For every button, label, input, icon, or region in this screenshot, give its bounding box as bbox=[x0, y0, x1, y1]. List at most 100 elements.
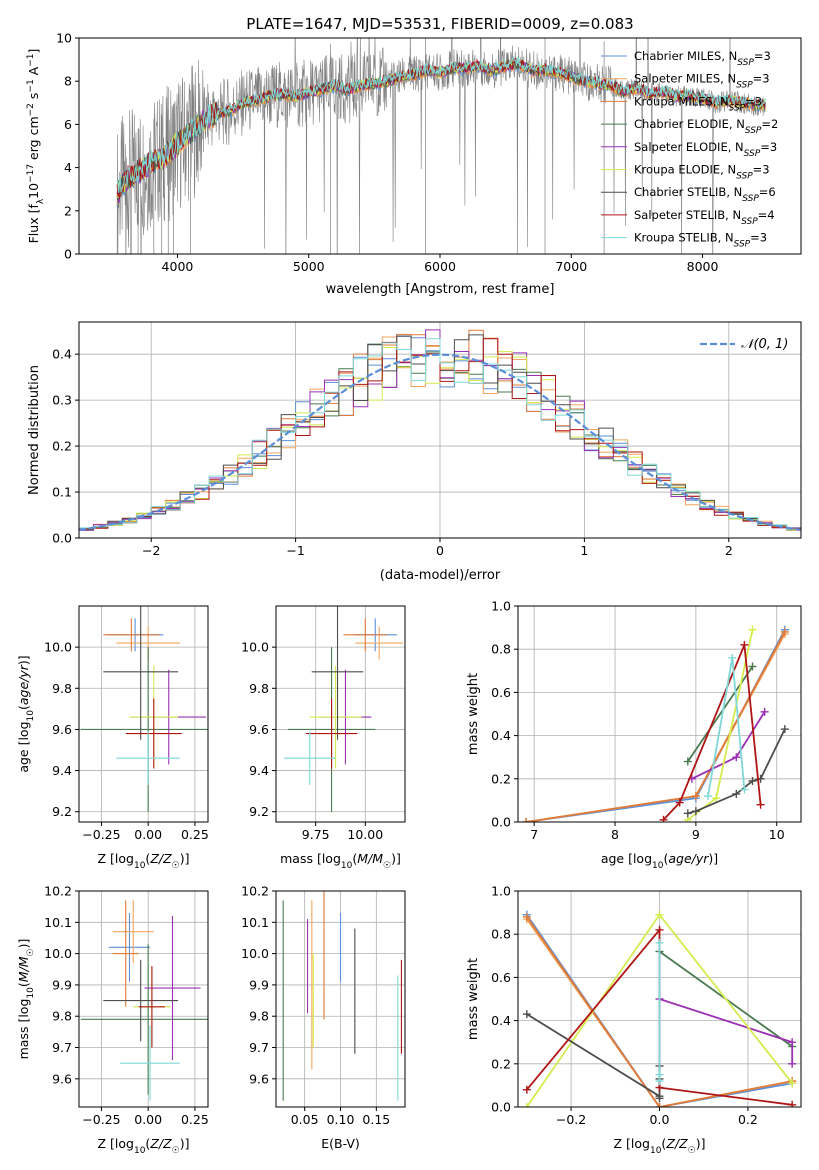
y-axis-label: Normed distribution bbox=[27, 365, 42, 495]
x-tick-label: −2 bbox=[142, 543, 160, 558]
plot-area bbox=[116, 38, 766, 254]
x-axis-label: wavelength [Angstrom, rest frame] bbox=[326, 282, 555, 297]
y-tick-label: 0.0 bbox=[491, 815, 511, 830]
y-tick-label: 9.4 bbox=[52, 763, 72, 778]
x-tick-label: 0.15 bbox=[362, 1112, 390, 1127]
marker-plus bbox=[655, 1103, 664, 1107]
legend-entry: Salpeter MILES, NSSP=3 bbox=[634, 72, 770, 91]
x-tick-label: 0 bbox=[436, 543, 444, 558]
marker-plus bbox=[522, 912, 531, 921]
y-tick-label: 10.0 bbox=[241, 640, 269, 655]
marker-plus bbox=[788, 1038, 797, 1047]
marker-plus bbox=[788, 1079, 797, 1088]
y-tick-label: 9.6 bbox=[249, 722, 269, 737]
marker-plus bbox=[655, 910, 664, 919]
plot-area bbox=[80, 900, 208, 1101]
y-axis-label: mass weight bbox=[466, 673, 481, 755]
marker-plus bbox=[683, 809, 692, 818]
x-tick-label: 6000 bbox=[424, 259, 456, 274]
legend-entry: Salpeter STELIB, NSSP=4 bbox=[634, 208, 775, 227]
y-tick-label: 9.8 bbox=[249, 1009, 269, 1024]
x-tick-label: 4000 bbox=[162, 259, 194, 274]
y-tick-label: 9.8 bbox=[52, 1009, 72, 1024]
y-tick-label: 0.1 bbox=[52, 485, 72, 500]
legend-entry: Chabrier ELODIE, NSSP=2 bbox=[634, 117, 778, 136]
normal-curve bbox=[79, 353, 801, 531]
mass-weight-line-chabrier-stelib bbox=[526, 1013, 661, 1099]
y-tick-label: 0.2 bbox=[491, 771, 511, 786]
x-tick-label: 10 bbox=[769, 827, 785, 842]
y-tick-label: 9.2 bbox=[249, 804, 269, 819]
marker-plus bbox=[655, 925, 664, 934]
x-tick-label: 5000 bbox=[293, 259, 325, 274]
marker-plus bbox=[748, 662, 757, 671]
marker-plus bbox=[788, 1059, 797, 1068]
marker-plus bbox=[748, 625, 757, 634]
marker-plus bbox=[522, 818, 531, 822]
x-tick-label: 0.0 bbox=[650, 1112, 670, 1127]
x-tick-label: 0.25 bbox=[181, 827, 209, 842]
marker-plus bbox=[704, 792, 713, 801]
x-tick-label: 0.05 bbox=[291, 1112, 319, 1127]
x-tick-label: 0.2 bbox=[738, 1112, 758, 1127]
plot-area bbox=[282, 891, 402, 1101]
y-tick-label: 0.0 bbox=[491, 1100, 511, 1115]
y-tick-label: 0.3 bbox=[52, 393, 72, 408]
marker-plus bbox=[760, 707, 769, 716]
x-tick-label: −1 bbox=[286, 543, 304, 558]
legend-entry: Chabrier STELIB, NSSP=6 bbox=[634, 185, 776, 204]
x-tick-label: 0.25 bbox=[181, 1112, 209, 1127]
x-tick-label: 8000 bbox=[687, 259, 719, 274]
marker-plus bbox=[522, 1010, 531, 1019]
x-axis-label: Z [log10(Z/Z☉)] bbox=[98, 1136, 190, 1156]
spectrum-panel: 4000 5000 6000 7000 8000 0 2 4 6 8 10 Chabrier MILE… bbox=[26, 31, 802, 297]
y-tick-label: 1.0 bbox=[491, 599, 511, 614]
y-tick-label: 9.4 bbox=[249, 763, 269, 778]
y-tick-label: 10.2 bbox=[44, 884, 72, 899]
y-tick-label: 10.1 bbox=[44, 915, 72, 930]
y-axis-label: age [log10(age/yr)] bbox=[16, 655, 36, 772]
legend-entry: 𝒩(0, 1) bbox=[741, 337, 788, 352]
x-tick-label: 10.00 bbox=[347, 827, 383, 842]
x-tick-label: 9.75 bbox=[302, 827, 330, 842]
marker-plus bbox=[740, 785, 749, 794]
plot-area bbox=[79, 329, 801, 533]
x-axis-label: mass [log10(M/M☉)] bbox=[280, 851, 401, 871]
axes-frame bbox=[78, 605, 209, 823]
plot-area bbox=[522, 910, 797, 1107]
y-tick-label: 0.4 bbox=[491, 728, 511, 743]
mass-weight-line-kroupa-miles bbox=[526, 916, 793, 1107]
axes-frame bbox=[517, 605, 802, 823]
x-tick-label: 8 bbox=[611, 827, 619, 842]
mass-weight-vs-age-panel: 7 8 9 10 0.0 0.2 0.4 0.6 0.8 1.0 age [log10(age/yr… bbox=[466, 599, 802, 871]
x-tick-label: −0.2 bbox=[556, 1112, 586, 1127]
y-axis-label: mass weight bbox=[466, 958, 481, 1040]
marker-plus bbox=[655, 1094, 664, 1103]
y-tick-label: 0.0 bbox=[52, 531, 72, 546]
x-tick-label: 0.10 bbox=[327, 1112, 355, 1127]
plot-area bbox=[522, 625, 789, 822]
marker-plus bbox=[780, 627, 789, 636]
y-tick-label: 9.8 bbox=[52, 681, 72, 696]
y-tick-label: 10.2 bbox=[241, 884, 269, 899]
y-tick-label: 4 bbox=[64, 160, 72, 175]
marker-plus bbox=[780, 725, 789, 734]
mass-vs-extinction-panel: 0.05 0.10 0.15 9.6 9.7 9.8 9.9 10.0 10.1 10.2 E(B-… bbox=[241, 884, 406, 1151]
plot-area bbox=[80, 606, 208, 812]
marker-plus bbox=[756, 800, 765, 809]
marker-plus bbox=[732, 789, 741, 798]
marker-plus bbox=[740, 640, 749, 649]
y-tick-label: 10.0 bbox=[241, 946, 269, 961]
axes-frame bbox=[78, 890, 209, 1108]
y-tick-label: 9.7 bbox=[249, 1040, 269, 1055]
x-tick-label: 7000 bbox=[555, 259, 587, 274]
mass-weight-line-salpeter-stelib bbox=[662, 644, 762, 821]
marker-plus bbox=[691, 807, 700, 816]
x-axis-label: Z [log10(Z/Z☉)] bbox=[614, 1136, 706, 1156]
marker-plus bbox=[683, 757, 692, 766]
marker-plus bbox=[675, 798, 684, 807]
marker-plus bbox=[728, 653, 737, 662]
y-tick-label: 10 bbox=[56, 31, 72, 46]
mass-weight-line-chabrier-stelib bbox=[687, 728, 786, 815]
